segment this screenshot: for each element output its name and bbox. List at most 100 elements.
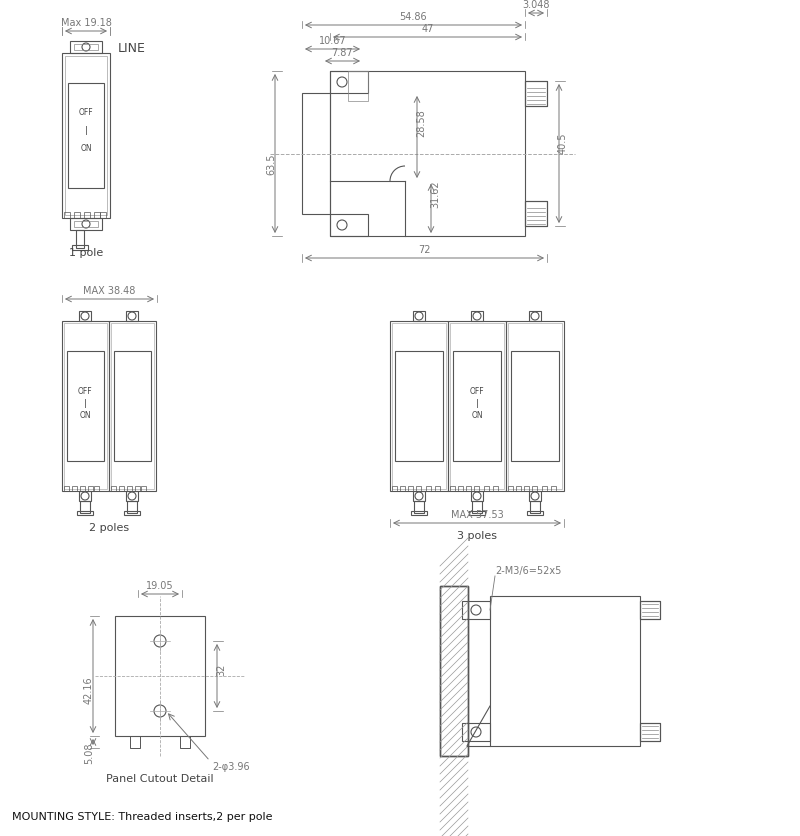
Bar — [124, 511, 140, 515]
Bar — [62, 321, 109, 491]
Bar — [435, 486, 440, 491]
Bar — [80, 501, 90, 513]
Text: 47: 47 — [422, 24, 434, 34]
Bar — [74, 212, 80, 218]
Bar — [72, 245, 88, 250]
Text: |: | — [475, 399, 478, 407]
Text: 40.5: 40.5 — [558, 132, 568, 154]
Bar — [458, 486, 463, 491]
Bar — [525, 201, 547, 226]
Bar — [74, 221, 98, 227]
Bar — [64, 486, 69, 491]
Text: OFF: OFF — [78, 108, 94, 117]
Bar — [462, 723, 490, 741]
Bar — [640, 601, 660, 619]
Bar — [70, 218, 102, 230]
Text: ON: ON — [80, 144, 92, 153]
Bar — [516, 486, 521, 491]
Bar — [490, 596, 640, 746]
Bar — [426, 486, 431, 491]
Bar — [130, 736, 140, 748]
Bar — [453, 351, 501, 461]
Bar — [506, 321, 564, 491]
Bar — [462, 601, 490, 619]
Bar — [511, 351, 559, 461]
Bar — [348, 71, 368, 101]
Bar — [392, 486, 397, 491]
Text: |: | — [83, 399, 86, 407]
Text: MAX 38.48: MAX 38.48 — [83, 286, 136, 296]
Text: Panel Cutout Detail: Panel Cutout Detail — [106, 774, 214, 784]
Bar — [115, 616, 205, 736]
Bar — [484, 486, 489, 491]
Bar — [529, 311, 541, 321]
Bar — [114, 351, 151, 461]
Bar — [88, 486, 93, 491]
Bar — [84, 212, 90, 218]
Bar — [471, 311, 483, 321]
Text: OFF: OFF — [78, 386, 92, 395]
Bar — [448, 321, 506, 491]
Bar — [126, 491, 138, 501]
Bar — [440, 586, 468, 756]
Bar — [65, 56, 107, 215]
Text: MAX 57.53: MAX 57.53 — [450, 510, 503, 520]
Bar — [395, 351, 443, 461]
Text: OFF: OFF — [470, 386, 484, 395]
Bar — [100, 212, 106, 218]
Text: LINE: LINE — [118, 43, 146, 55]
Bar — [408, 486, 413, 491]
Bar — [640, 723, 660, 741]
Bar — [450, 486, 455, 491]
Bar — [525, 81, 547, 106]
Bar — [400, 486, 405, 491]
Text: 42.16: 42.16 — [84, 676, 94, 704]
Text: 3 poles: 3 poles — [457, 531, 497, 541]
Bar — [529, 491, 541, 501]
Bar — [62, 53, 110, 218]
Bar — [416, 486, 421, 491]
Text: 32: 32 — [216, 664, 226, 676]
Bar — [471, 491, 483, 501]
Bar — [64, 323, 107, 489]
Bar — [525, 81, 547, 106]
Text: 28.58: 28.58 — [416, 110, 426, 137]
Text: 63.5: 63.5 — [266, 154, 276, 175]
Bar — [640, 601, 660, 619]
Bar — [640, 723, 660, 741]
Bar — [76, 230, 84, 248]
Bar — [68, 83, 104, 188]
Bar — [392, 323, 446, 489]
Text: 54.86: 54.86 — [400, 12, 427, 22]
Bar — [530, 501, 540, 513]
Bar — [119, 486, 124, 491]
Text: 3.048: 3.048 — [522, 0, 550, 10]
Bar — [472, 501, 482, 513]
Bar — [79, 491, 91, 501]
Bar — [79, 311, 91, 321]
Bar — [302, 93, 330, 214]
Bar — [72, 486, 77, 491]
Bar — [111, 323, 154, 489]
Text: MOUNTING STYLE: Threaded inserts,2 per pole: MOUNTING STYLE: Threaded inserts,2 per p… — [12, 812, 273, 822]
Bar — [450, 323, 504, 489]
Text: |: | — [85, 125, 87, 135]
Text: 2-M3/6=52x5: 2-M3/6=52x5 — [495, 566, 562, 576]
Text: 19.05: 19.05 — [146, 581, 174, 591]
Text: 1 pole: 1 pole — [69, 248, 103, 258]
Bar — [141, 486, 146, 491]
Bar — [413, 311, 425, 321]
Text: ON: ON — [79, 410, 91, 420]
Bar — [414, 501, 424, 513]
Bar — [466, 486, 471, 491]
Bar — [527, 511, 543, 515]
Text: 2-φ3.96: 2-φ3.96 — [212, 762, 250, 772]
Bar — [180, 736, 190, 748]
Bar — [109, 321, 156, 491]
Bar — [67, 351, 104, 461]
Bar — [542, 486, 547, 491]
Text: Max 19.18: Max 19.18 — [61, 18, 111, 28]
Text: 10.67: 10.67 — [318, 36, 346, 46]
Bar — [493, 486, 498, 491]
Bar — [440, 586, 468, 756]
